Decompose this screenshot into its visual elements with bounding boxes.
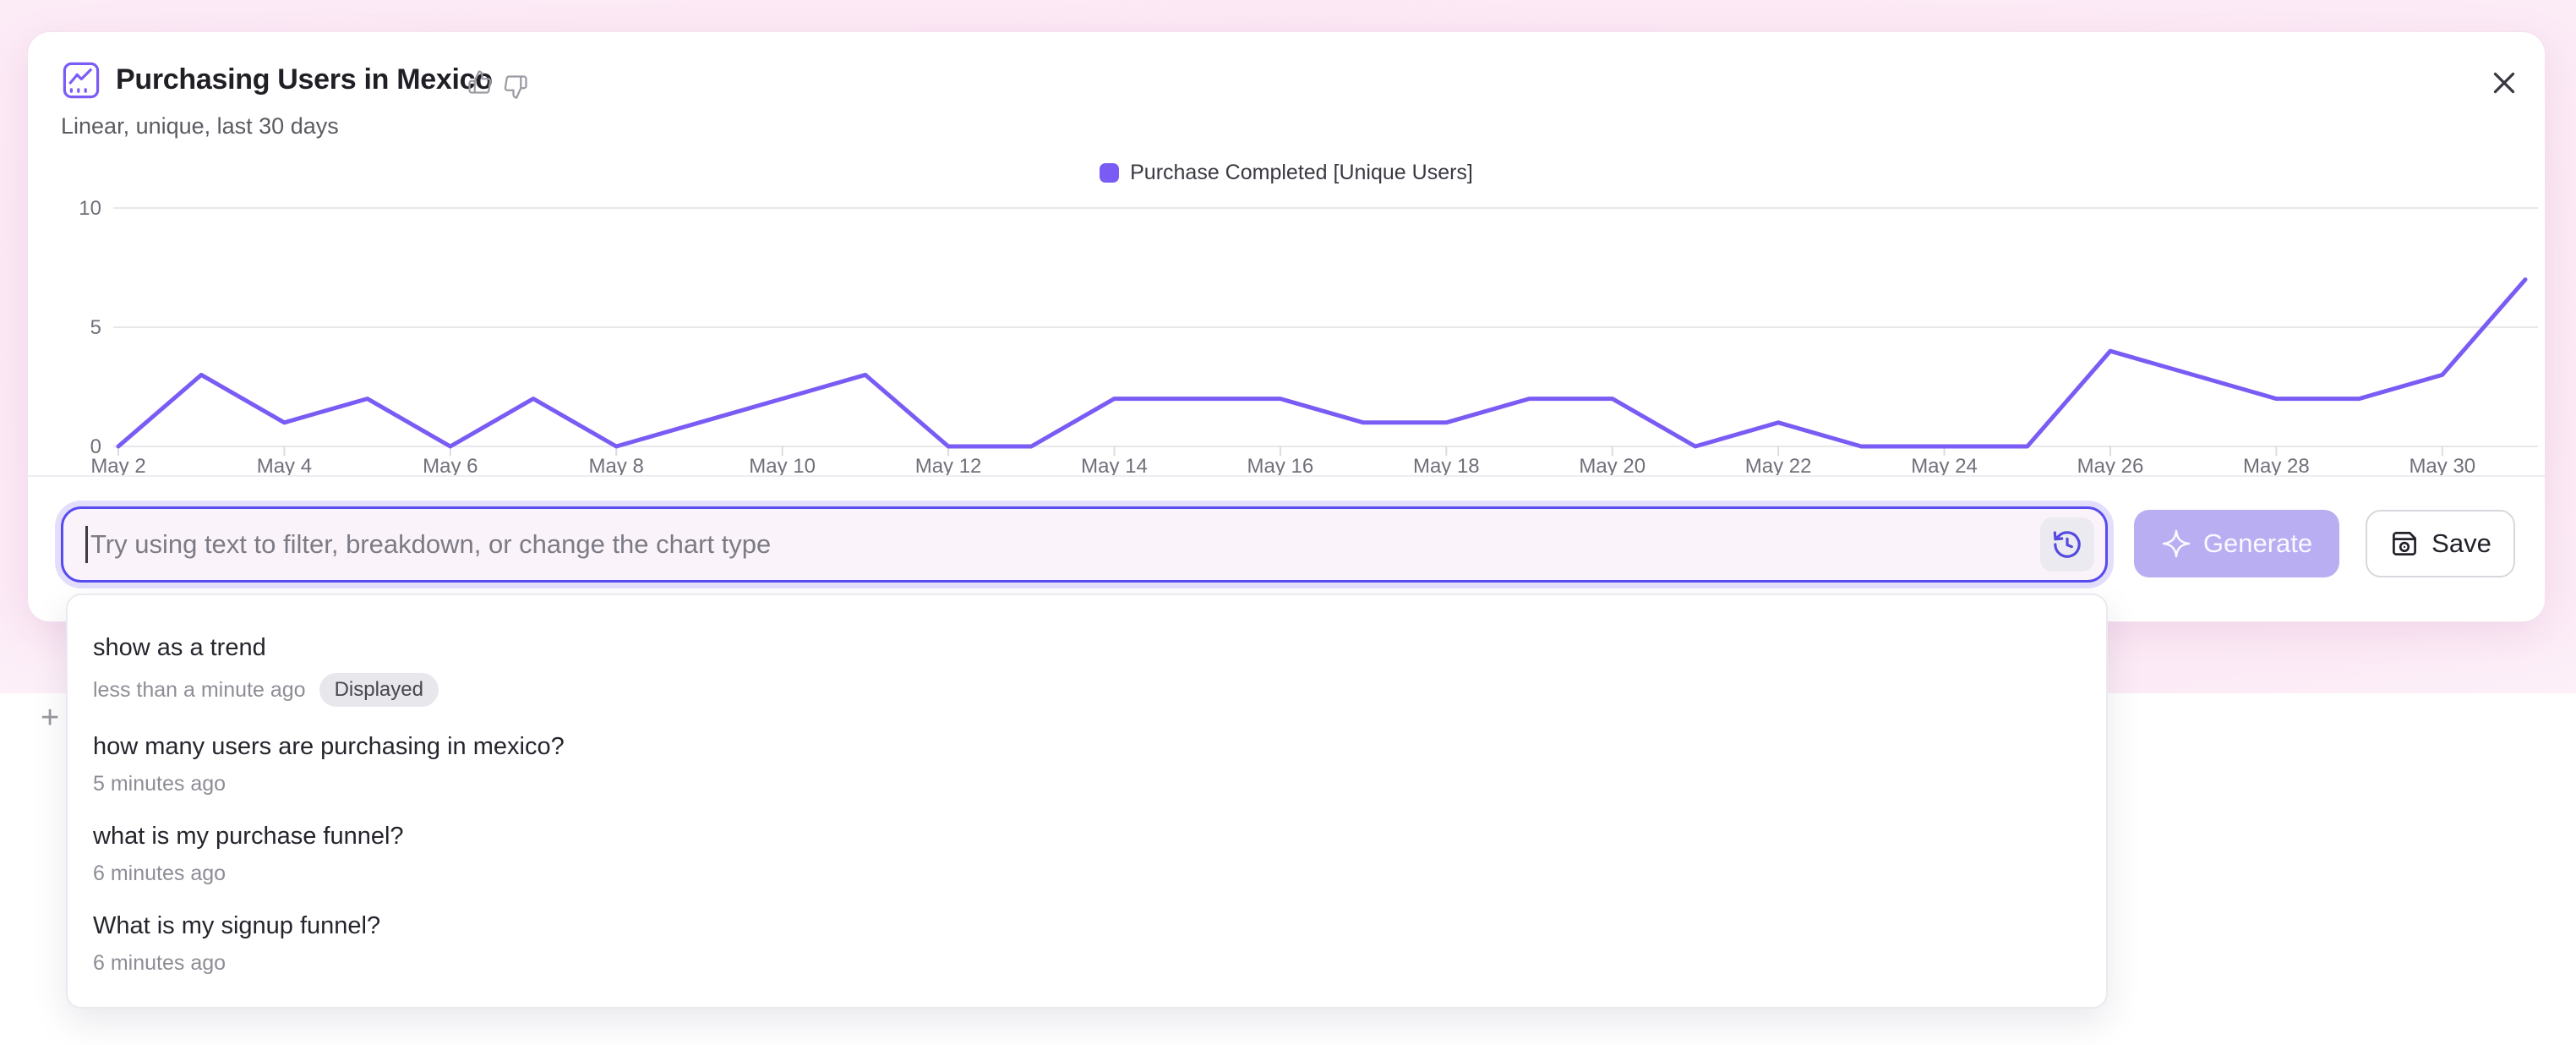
text-caret <box>85 526 88 563</box>
chart-card: Purchasing Users in Mexico Linear, uniqu… <box>28 32 2545 621</box>
history-query: how many users are purchasing in mexico? <box>93 733 565 760</box>
svg-text:5: 5 <box>90 316 101 339</box>
svg-text:May 20: May 20 <box>1579 455 1645 478</box>
history-meta: 6 minutes ago <box>93 951 2081 976</box>
history-button[interactable] <box>2040 517 2094 572</box>
generate-button[interactable]: Generate <box>2134 510 2339 577</box>
svg-text:May 22: May 22 <box>1745 455 1812 478</box>
history-query: show as a trend <box>93 634 266 661</box>
svg-text:May 2: May 2 <box>90 455 145 478</box>
chart-legend[interactable]: Purchase Completed [Unique Users] <box>28 161 2545 185</box>
legend-label: Purchase Completed [Unique Users] <box>1130 161 1473 184</box>
svg-text:May 24: May 24 <box>1911 455 1978 478</box>
line-chart: 0 5 10 May 2 May 4 May 6 May 8 May 10 May 12 May … <box>79 197 2538 478</box>
prompt-input-container[interactable] <box>61 506 2108 583</box>
history-meta: 5 minutes ago <box>93 772 2081 796</box>
thumbs-down-icon[interactable] <box>503 74 528 100</box>
svg-text:May 28: May 28 <box>2243 455 2310 478</box>
svg-text:May 18: May 18 <box>1413 455 1480 478</box>
history-meta: less than a minute ago Displayed <box>93 673 2081 707</box>
status-badge: Displayed <box>319 673 439 707</box>
history-item[interactable]: What is my signup funnel? 6 minutes ago <box>93 899 2081 988</box>
svg-text:May 8: May 8 <box>589 455 644 478</box>
history-timestamp: 6 minutes ago <box>93 862 226 885</box>
sparkle-icon <box>2162 529 2191 558</box>
history-meta: 6 minutes ago <box>93 862 2081 886</box>
svg-text:May 16: May 16 <box>1247 455 1314 478</box>
legend-swatch <box>1100 163 1120 183</box>
history-item[interactable]: how many users are purchasing in mexico?… <box>93 719 2081 809</box>
thumbs-up-icon[interactable] <box>467 69 493 95</box>
svg-text:May 10: May 10 <box>749 455 816 478</box>
history-item[interactable]: show as a trend less than a minute ago D… <box>93 621 2081 719</box>
generate-label: Generate <box>2202 528 2313 558</box>
svg-text:May 12: May 12 <box>915 455 982 478</box>
save-icon <box>2393 532 2417 555</box>
history-timestamp: less than a minute ago <box>93 677 306 702</box>
chart-subtitle: Linear, unique, last 30 days <box>61 113 339 139</box>
card-divider <box>28 475 2545 477</box>
page-title: Purchasing Users in Mexico <box>116 63 493 96</box>
history-item[interactable]: what is my purchase funnel? 6 minutes ag… <box>93 809 2081 899</box>
save-button[interactable]: Save <box>2366 510 2515 577</box>
add-button[interactable]: + <box>41 700 60 736</box>
prompt-input[interactable] <box>90 529 2028 560</box>
svg-text:May 4: May 4 <box>257 455 312 478</box>
svg-text:May 30: May 30 <box>2409 455 2475 478</box>
history-query: What is my signup funnel? <box>93 912 381 939</box>
close-button[interactable] <box>2477 56 2531 110</box>
line-chart-icon <box>61 60 101 101</box>
history-timestamp: 6 minutes ago <box>93 951 226 975</box>
svg-text:May 26: May 26 <box>2077 455 2144 478</box>
svg-text:May 14: May 14 <box>1081 455 1148 478</box>
history-query: what is my purchase funnel? <box>93 823 404 850</box>
svg-text:0: 0 <box>90 435 101 458</box>
history-timestamp: 5 minutes ago <box>93 772 226 796</box>
svg-text:May 6: May 6 <box>423 455 478 478</box>
svg-text:10: 10 <box>79 197 101 220</box>
save-label: Save <box>2431 528 2491 558</box>
history-dropdown: show as a trend less than a minute ago D… <box>66 594 2108 1009</box>
